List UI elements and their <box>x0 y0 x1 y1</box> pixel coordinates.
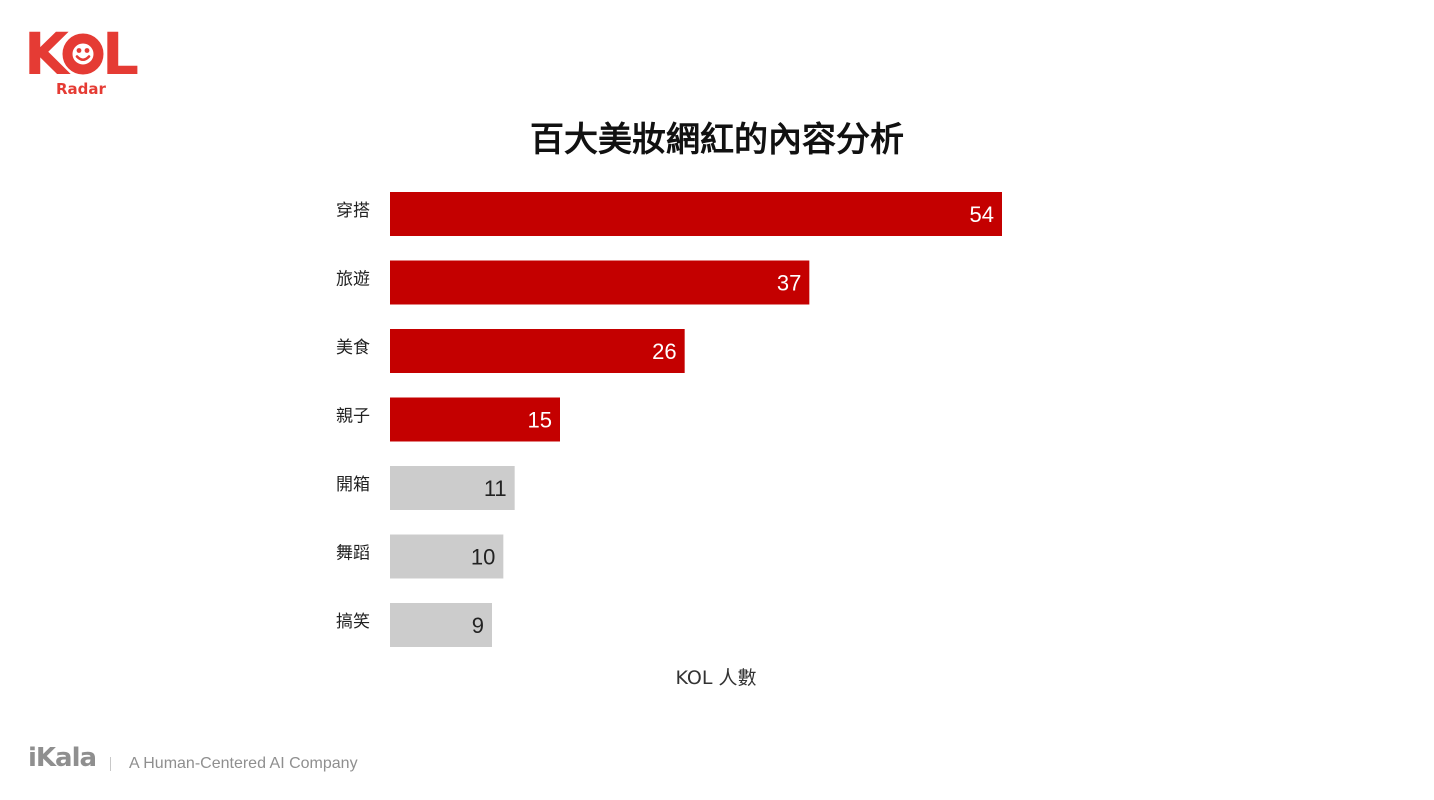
smiley-icon <box>62 33 104 75</box>
bar-value-label-5: 10 <box>471 545 495 570</box>
bar-3 <box>390 397 560 442</box>
category-label-3: 親子 <box>336 407 370 427</box>
bar-value-label-6: 9 <box>472 613 484 638</box>
category-label-4: 開箱 <box>336 475 370 495</box>
logo-subtitle: Radar <box>56 80 106 98</box>
category-label-1: 旅遊 <box>336 270 370 290</box>
logo-letter-l: L <box>102 20 139 88</box>
category-label-0: 穿搭 <box>336 201 370 221</box>
bar-value-label-0: 54 <box>970 202 994 227</box>
bar-2 <box>390 329 685 373</box>
bar-6 <box>390 603 492 647</box>
bar-1 <box>390 260 810 305</box>
bar-0 <box>390 192 1002 236</box>
bar-value-label-3: 15 <box>528 408 552 433</box>
bar-4 <box>390 466 515 510</box>
kol-radar-logo: K L Radar <box>24 20 144 100</box>
footer-divider <box>110 757 111 771</box>
bar-value-label-2: 26 <box>652 339 676 364</box>
x-axis-label: KOL 人數 <box>675 667 756 689</box>
ikala-logo: iKala <box>28 743 97 773</box>
bar-5 <box>390 534 504 579</box>
bar-value-label-4: 11 <box>484 476 507 501</box>
chart-title: 百大美妝網紅的內容分析 <box>530 120 904 160</box>
bar-value-label-1: 37 <box>777 271 801 296</box>
category-label-6: 搞笑 <box>336 612 370 632</box>
category-label-2: 美食 <box>336 338 370 358</box>
footer-tagline: A Human-Centered AI Company <box>129 755 358 772</box>
logo-letter-k: K <box>24 20 69 88</box>
category-label-5: 舞蹈 <box>336 544 370 564</box>
